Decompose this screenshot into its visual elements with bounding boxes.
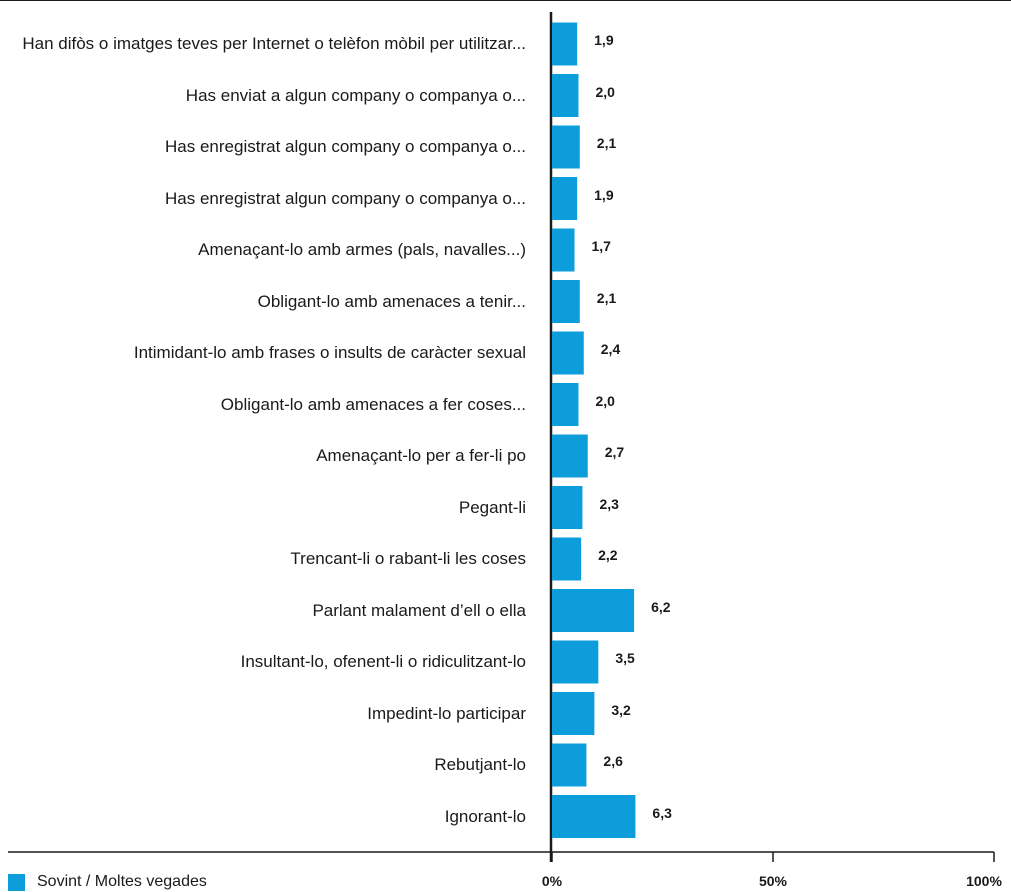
x-tick-label: 50% (758, 873, 788, 889)
bars-layer (552, 22, 636, 838)
data-label: 2,3 (599, 495, 619, 512)
category-label: Impedint-lo participar (367, 703, 526, 723)
legend: Sovint / Moltes vegades (8, 872, 207, 892)
bar (552, 589, 635, 632)
data-label: 1,9 (594, 186, 614, 203)
data-label: 3,2 (611, 701, 631, 718)
data-label: 2,1 (596, 289, 617, 306)
category-label: Amenaçant-lo per a fer-li po (316, 446, 526, 465)
ticks-layer (551, 852, 995, 862)
category-label: Has enregistrat algun company o companya… (165, 188, 526, 208)
category-label: Han difòs o imatges teves per Internet o… (22, 34, 526, 53)
data-label: 2,2 (598, 547, 618, 563)
x-tick-label: 100% (966, 873, 1002, 889)
category-label: Parlant malament d’ell o ella (312, 600, 526, 620)
data-label: 2,1 (596, 135, 617, 151)
category-label: Pegant-li (458, 497, 526, 517)
category-label: Trencant-li o rabant-li les coses (290, 549, 526, 568)
data-label: 1,7 (591, 238, 611, 254)
data-label: 6,2 (651, 598, 671, 615)
category-label: Rebutjant-lo (434, 755, 526, 774)
bar (552, 22, 578, 66)
bar (552, 228, 575, 272)
bar (552, 537, 582, 581)
category-label: Insultant-lo, ofenent-li o ridiculitzant… (240, 652, 526, 671)
x-tick-label: 0% (541, 873, 563, 889)
bar (552, 125, 580, 169)
category-label: Intimidant-lo amb frases o insults de ca… (133, 343, 526, 362)
category-label: Has enregistrat algun company o companya… (165, 137, 526, 156)
bar (552, 434, 588, 478)
category-label: Obligant-lo amb amenaces a fer coses... (220, 394, 526, 414)
data-label: 2,7 (604, 444, 625, 460)
bar (552, 280, 580, 323)
category-label: Ignorant-lo (444, 806, 526, 826)
data-label: 6,3 (652, 804, 672, 821)
legend-label: Sovint / Moltes vegades (37, 873, 207, 890)
category-label: Has enviat a algun company o companya o.… (185, 85, 526, 105)
bar (552, 795, 636, 838)
category-label: Obligant-lo amb amenaces a tenir... (257, 291, 526, 311)
bar (552, 692, 595, 735)
data-label: 3,5 (615, 650, 635, 666)
data-label: 2,6 (603, 753, 623, 769)
bar (552, 177, 578, 220)
category-label: Amenaçant-lo amb armes (pals, navalles..… (198, 240, 526, 259)
bar (552, 486, 583, 529)
data-label: 1,9 (594, 32, 614, 48)
bar (552, 74, 579, 117)
legend-swatch (8, 873, 25, 891)
data-label: 2,0 (595, 392, 615, 409)
bar (552, 743, 587, 787)
bar (552, 331, 584, 375)
data-label: 2,0 (595, 83, 615, 100)
data-label: 2,4 (600, 341, 621, 357)
bar (552, 640, 599, 684)
bar (552, 383, 579, 426)
